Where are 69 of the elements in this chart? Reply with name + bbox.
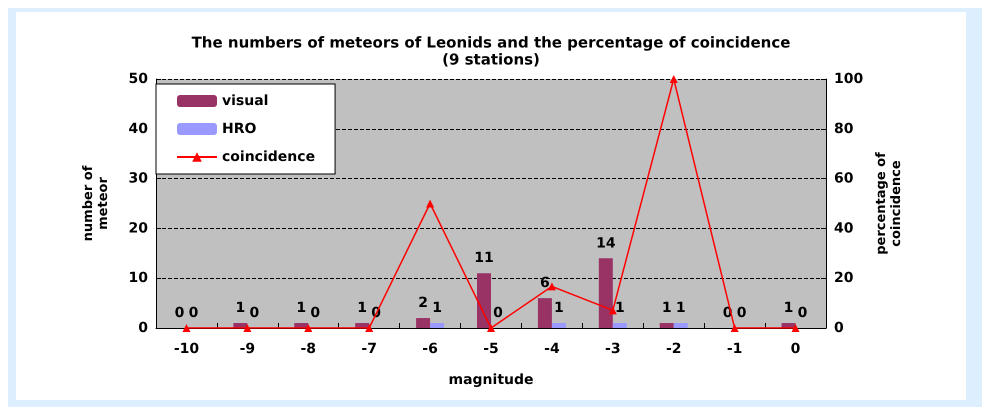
data-label: 1 <box>662 300 672 316</box>
y-tick-label: 0 <box>138 320 148 336</box>
point <box>730 324 739 332</box>
data-label: 11 <box>474 250 494 266</box>
data-label: 14 <box>596 235 616 252</box>
bar <box>477 273 491 328</box>
bar <box>598 258 613 328</box>
point <box>487 324 495 332</box>
y-axis-title: number of meteor <box>81 165 111 242</box>
y-tick-label: 50 <box>128 71 148 87</box>
legend-label: HRO <box>222 121 256 137</box>
data-label: 0 <box>188 305 199 321</box>
bar <box>674 323 688 328</box>
data-label: 1 <box>554 300 564 316</box>
point <box>426 200 434 208</box>
data-label: 1 <box>235 300 246 316</box>
point <box>608 306 617 314</box>
y2-tick-label: 80 <box>834 120 854 137</box>
bar <box>660 323 674 328</box>
x-tick-label: 0 <box>790 341 801 357</box>
data-label: 0 <box>310 305 320 321</box>
x-tick-label: -7 <box>361 341 377 357</box>
x-tick-label: -4 <box>544 341 560 357</box>
data-label: 0 <box>493 305 504 321</box>
chart-subtitle: (9 stations) <box>442 50 540 68</box>
y2-tick-label: 100 <box>834 71 864 87</box>
y2-tick-label: 40 <box>834 220 854 236</box>
y2-tick-label: 60 <box>834 170 854 187</box>
point <box>365 324 374 332</box>
y2-tick-label: 20 <box>834 270 854 286</box>
point <box>243 324 252 332</box>
data-label: 1 <box>676 300 686 316</box>
data-label: 1 <box>614 300 625 316</box>
point <box>304 324 312 332</box>
y2-axis-title: percentage of coincidence <box>874 152 904 255</box>
data-label: 1 <box>296 300 306 316</box>
y-tick-label: 40 <box>128 120 148 137</box>
bar <box>430 323 444 328</box>
data-label: 0 <box>736 305 747 321</box>
y-tick-label: 20 <box>128 220 148 236</box>
data-label: 2 <box>418 295 428 312</box>
x-tick-label: -9 <box>240 341 256 357</box>
bar <box>552 323 566 328</box>
x-axis-title: magnitude <box>448 372 534 388</box>
y2-tick-label: 0 <box>834 320 844 336</box>
y-tick-label: 30 <box>128 170 148 187</box>
x-tick-label: -3 <box>605 341 621 357</box>
x-tick-label: -6 <box>422 341 438 357</box>
x-tick-label: -1 <box>726 341 742 357</box>
point <box>792 324 800 332</box>
data-label: 0 <box>798 305 808 321</box>
data-label: 1 <box>432 300 442 316</box>
legend-label: visual <box>222 93 268 109</box>
bar <box>416 318 430 328</box>
data-label: 1 <box>357 300 368 316</box>
bar <box>612 323 627 328</box>
x-tick-label: -2 <box>666 341 682 357</box>
y-tick-label: 10 <box>128 270 148 286</box>
legend-label: coincidence <box>222 149 316 165</box>
data-label: 1 <box>784 300 794 316</box>
point <box>670 75 678 83</box>
data-label: 0 <box>174 305 185 321</box>
bar <box>538 298 552 328</box>
x-tick-label: -5 <box>483 341 499 357</box>
point <box>182 324 190 332</box>
x-tick-label: -10 <box>174 341 200 357</box>
data-label: 0 <box>249 305 260 321</box>
chart-title: The numbers of meteors of Leonids and the percentage of coincidence <box>192 34 790 52</box>
x-tick-label: -8 <box>300 341 316 357</box>
